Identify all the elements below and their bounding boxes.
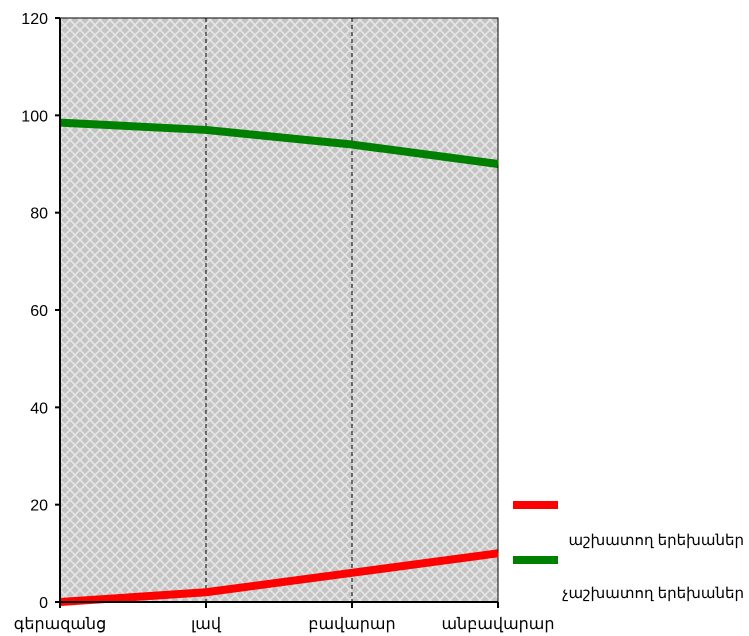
legend-label: չաշխատող երեխաներ [562,585,744,602]
x-tick-label: բավարար [308,616,395,633]
legend: աշխատող երեխաներ չաշխատող երեխաներ [513,501,744,602]
y-tick-label: 60 [30,303,48,320]
x-tick-label: լավ [191,616,222,633]
x-tick-label: անբավարար [441,616,554,633]
series-layer [59,118,499,606]
series-line-0 [59,549,499,606]
y-tick-label: 40 [30,400,48,417]
series-line-1 [59,118,499,168]
data-point [497,163,499,165]
legend-label: աշխատող երեխաներ [568,532,744,549]
y-tick-label: 0 [39,595,48,612]
data-point [205,591,207,593]
data-point [205,129,207,131]
y-tick-label: 20 [30,498,48,515]
y-tick-label: 120 [21,11,48,28]
plot-area [59,17,499,603]
y-tick-label: 80 [30,206,48,223]
y-tick-label: 100 [21,108,48,125]
data-point [351,144,353,146]
grid-lines [205,18,353,602]
data-point [351,572,353,574]
x-tick-label: գերազանց [14,616,106,633]
data-point [497,552,499,554]
y-ticks: 0 20 40 60 80 100 120 [21,11,60,612]
x-ticks: գերազանց լավ բավարար անբավարար [14,602,555,633]
